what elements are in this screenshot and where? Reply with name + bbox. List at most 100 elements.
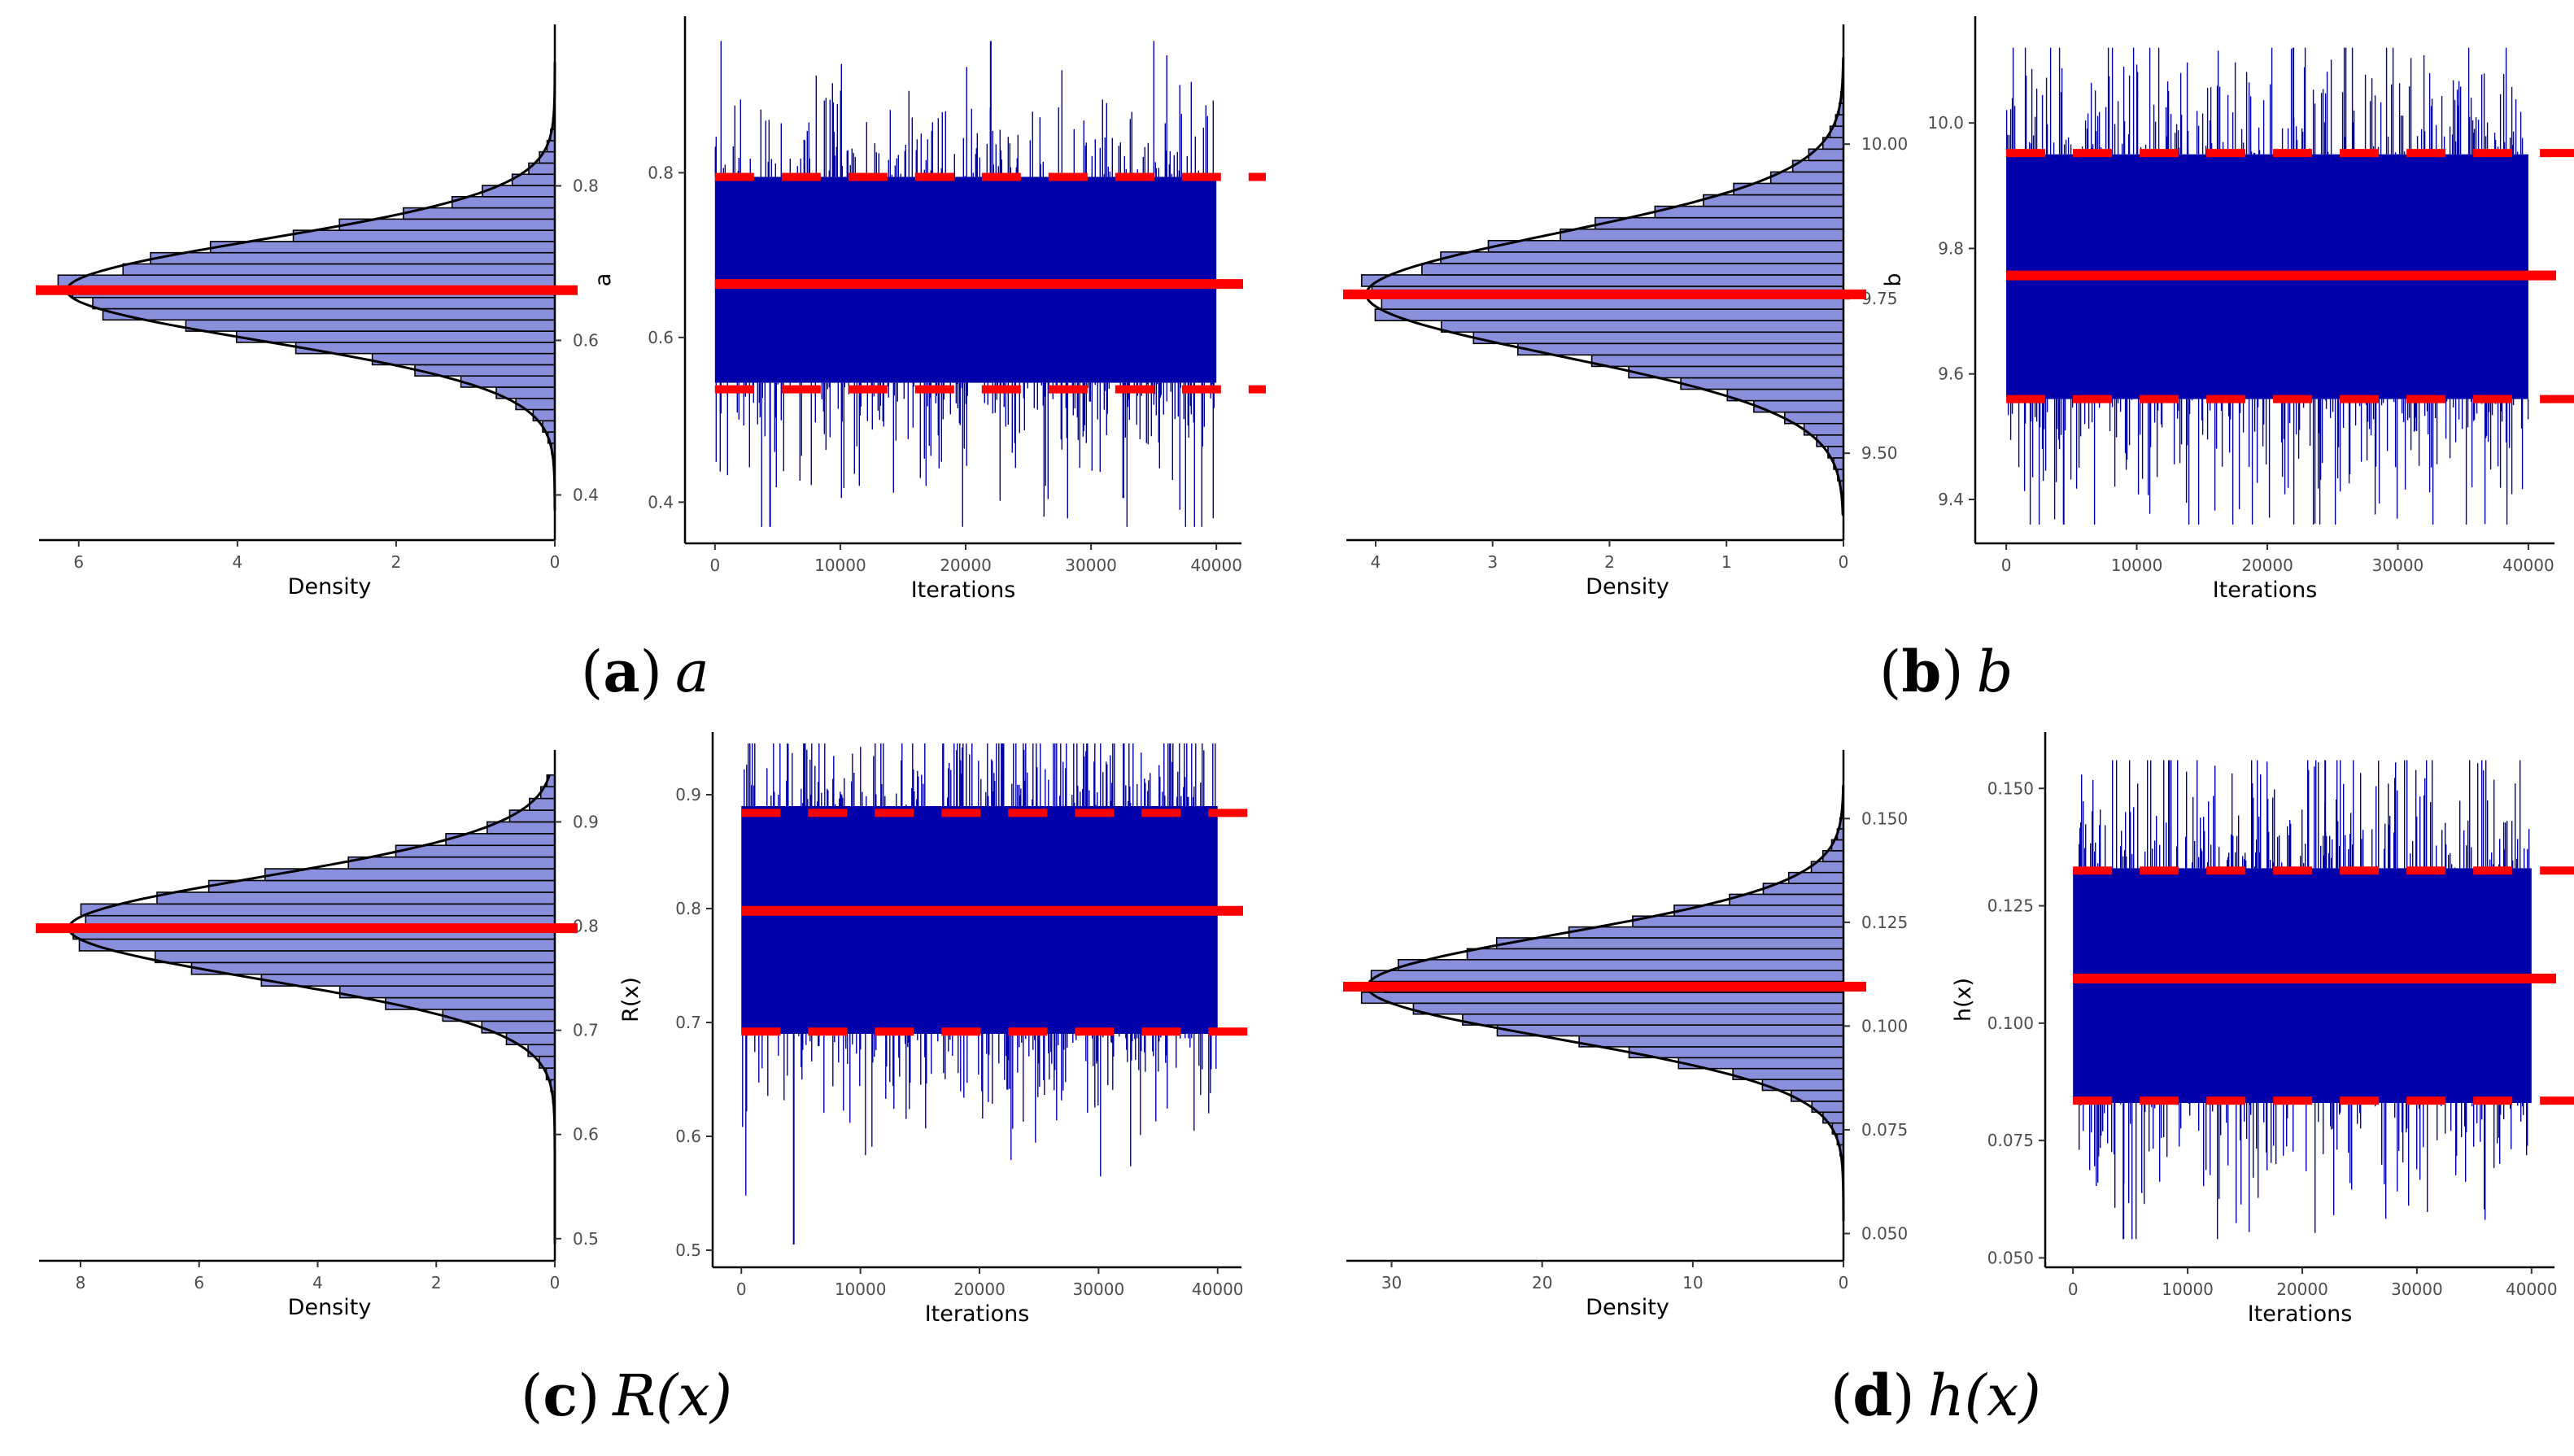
trace-y-tick-label: 0.4: [648, 492, 674, 512]
histogram-bar: [1496, 1024, 1844, 1037]
density-plot-a: 6 4 2 0 0.4 0.6 0.8 Density: [36, 24, 599, 599]
histogram-bar: [1421, 263, 1844, 276]
density-x-tick-label: 10: [1682, 1273, 1703, 1293]
caption-letter: b: [1901, 638, 1941, 705]
trace-body: [741, 806, 1218, 1034]
density-x-tick-label: 0: [550, 1273, 561, 1293]
density-y-tick-label: 0.6: [573, 331, 599, 351]
trace-y-tick-label: 0.6: [648, 328, 674, 347]
density-x-tick-label: 4: [1371, 552, 1381, 572]
density-y-tick-label: 0.5: [573, 1229, 599, 1249]
trace-y-tick-label: 9.6: [1938, 364, 1964, 384]
histogram-bar: [122, 263, 556, 277]
density-histogram: [1360, 784, 1844, 1222]
caption-c: (c) R(x): [521, 1362, 732, 1429]
trace-y-axis-label: a: [591, 273, 616, 287]
histogram-bar: [235, 330, 556, 343]
captions-layer: (a) a (b) b(c) R(x) (d) h(x): [521, 638, 2041, 1429]
panel-a: 6 4 2 0 0.4 0.6 0.8 Density 0 10000 20000 30000 4000…: [36, 16, 1266, 603]
trace-y-tick-label: 0.8: [648, 163, 674, 182]
density-curve: [1364, 57, 1845, 516]
density-plot-b: 4 3 2 1 0 9.50 9.75 10.00 Density: [1343, 24, 1908, 599]
trace-x-tick-label: 40000: [2506, 1279, 2558, 1299]
caption-a: (a) a: [581, 638, 709, 705]
trace-body: [2073, 868, 2532, 1103]
trace-x-tick-label: 0: [2068, 1279, 2079, 1299]
trace-y-tick-label: 0.100: [1987, 1014, 2034, 1033]
density-x-tick-label: 2: [391, 552, 402, 572]
trace-y-tick-label: 0.7: [675, 1013, 701, 1032]
caption-open: (: [1830, 1362, 1852, 1429]
trace-x-tick-label: 0: [709, 556, 720, 575]
trace-x-tick-label: 0: [736, 1279, 747, 1299]
trace-x-tick-label: 40000: [1192, 1279, 1244, 1299]
histogram-bar: [294, 342, 556, 355]
histogram-bar: [1472, 331, 1844, 345]
density-y-tick-label: 0.050: [1861, 1223, 1908, 1243]
density-x-tick-label: 30: [1381, 1273, 1402, 1293]
trace-x-tick-label: 30000: [1065, 556, 1117, 575]
histogram-bar: [1590, 354, 1844, 368]
histogram-bar: [1397, 958, 1844, 971]
density-x-tick-label: 4: [232, 552, 242, 572]
density-x-tick-label: 4: [312, 1273, 323, 1293]
trace-y-tick-label: 9.4: [1938, 490, 1964, 509]
trace-y-tick-label: 0.125: [1987, 896, 2034, 916]
density-curve: [1366, 785, 1845, 1222]
density-x-tick-label: 2: [1604, 552, 1615, 572]
histogram-bar: [403, 207, 556, 220]
density-x-tick-label: 6: [73, 552, 84, 572]
density-y-tick-label: 0.4: [573, 486, 599, 505]
caption-letter: c: [543, 1362, 578, 1429]
histogram-bar: [347, 856, 556, 870]
density-y-tick-label: 9.75: [1861, 289, 1898, 308]
histogram-bar: [1680, 377, 1844, 390]
histogram-bar: [1516, 342, 1844, 356]
histogram-bar: [1726, 388, 1844, 402]
trace-x-tick-label: 30000: [2372, 556, 2424, 575]
histogram-bar: [1440, 251, 1844, 264]
histogram-bar: [78, 938, 556, 952]
histogram-bar: [209, 241, 556, 254]
panel-c: 8 6 4 2 0 0.5 0.6 0.7 0.8 0.9 Density 0 10000 20000 30…: [36, 732, 1266, 1327]
histogram-bar: [1568, 926, 1844, 939]
histogram-bar: [1628, 1046, 1844, 1059]
density-x-tick-label: 20: [1532, 1273, 1552, 1293]
caption-close: ): [1892, 1362, 1914, 1429]
histogram-bar: [1374, 308, 1844, 321]
histogram-bar: [150, 251, 556, 265]
trace-y-tick-label: 9.8: [1938, 238, 1964, 258]
histogram-bar: [260, 973, 556, 987]
panel-b: 4 3 2 1 0 9.50 9.75 10.00 Density 0 10000 20000 3000…: [1343, 16, 2574, 603]
trace-x-tick-label: 10000: [2111, 556, 2163, 575]
trace-x-tick-label: 20000: [940, 556, 992, 575]
histogram-bar: [1466, 948, 1844, 961]
density-histogram: [72, 774, 556, 1245]
histogram-bar: [185, 319, 556, 332]
histogram-bar: [338, 985, 556, 999]
trace-x-axis-label: Iterations: [925, 1301, 1030, 1327]
histogram-bar: [1360, 992, 1844, 1005]
density-x-tick-label: 1: [1721, 552, 1732, 572]
histogram-bar: [1769, 171, 1844, 185]
trace-x-tick-label: 20000: [2276, 1279, 2328, 1299]
histogram-bar: [1440, 320, 1844, 333]
density-y-tick-label: 0.7: [573, 1021, 599, 1040]
density-y-tick-label: 9.50: [1861, 443, 1898, 463]
density-x-tick-label: 2: [431, 1273, 442, 1293]
trace-x-tick-label: 30000: [1073, 1279, 1125, 1299]
density-y-tick-label: 0.8: [573, 177, 599, 196]
trace-y-tick-label: 0.075: [1987, 1131, 2034, 1150]
histogram-bar: [371, 352, 556, 366]
histogram-bar: [292, 229, 556, 242]
histogram-bar: [156, 891, 556, 905]
histogram-bar: [1412, 1002, 1844, 1015]
trace-x-tick-label: 40000: [2502, 556, 2554, 575]
trace-x-axis-label: Iterations: [911, 578, 1016, 603]
density-plot-d: 30 20 10 0 0.050 0.075 0.100 0.125 0.150 Density: [1343, 750, 1908, 1320]
histogram-bar: [1628, 365, 1844, 379]
trace-y-tick-label: 0.8: [675, 899, 701, 918]
density-x-tick-label: 0: [1839, 1273, 1849, 1293]
density-x-tick-label: 6: [194, 1273, 204, 1293]
